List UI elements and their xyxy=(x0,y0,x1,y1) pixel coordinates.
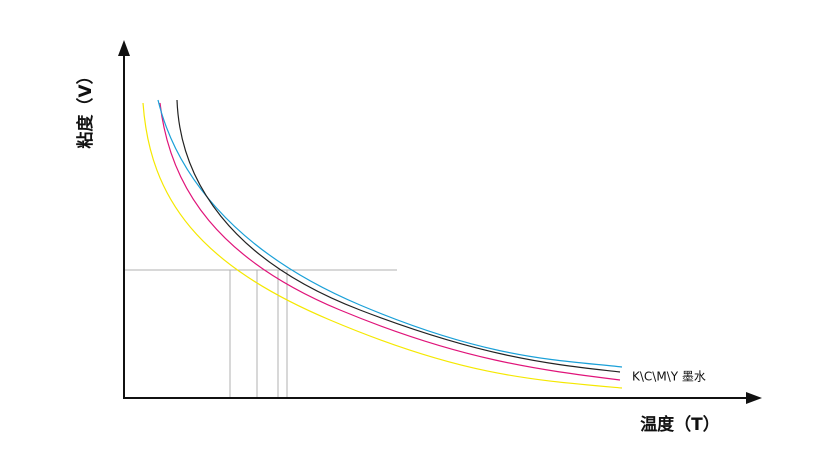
magenta-curve xyxy=(159,102,621,381)
yellow-curve xyxy=(142,102,623,389)
y-axis-title: 粘度（V） xyxy=(75,67,96,148)
x-axis-title: 温度（T） xyxy=(640,414,720,435)
y-axis-arrow xyxy=(118,40,130,56)
curve-label: K\C\M\Y 墨水 xyxy=(632,370,706,384)
cyan-curve xyxy=(157,99,623,368)
x-axis-arrow xyxy=(746,392,762,404)
black-curve xyxy=(176,99,621,373)
